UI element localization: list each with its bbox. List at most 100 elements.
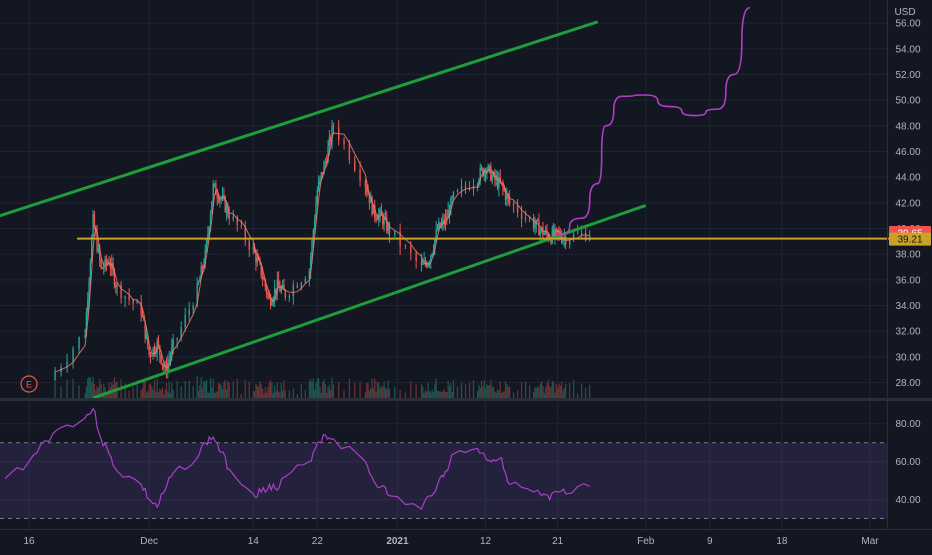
candle-body[interactable] xyxy=(480,168,483,169)
candle-body[interactable] xyxy=(261,275,264,280)
time-axis[interactable]: 16 Dec 14 22 2021 12 21 Feb 9 18 Mar xyxy=(23,536,879,547)
price-axis[interactable]: 56.00 54.00 52.00 50.00 48.00 46.00 44.00 42.00… xyxy=(889,19,931,506)
candle-body[interactable] xyxy=(180,327,182,339)
candle-body[interactable] xyxy=(551,229,553,243)
candle-body[interactable] xyxy=(479,168,481,181)
candle-body[interactable] xyxy=(153,347,156,354)
candle-body[interactable] xyxy=(167,362,169,373)
candle-body[interactable] xyxy=(91,236,93,263)
candle-body[interactable] xyxy=(267,293,269,295)
candle-body[interactable] xyxy=(284,290,287,298)
candle-body[interactable] xyxy=(490,166,492,181)
candle-body[interactable] xyxy=(446,217,448,219)
candle-body[interactable] xyxy=(113,270,116,286)
candle-body[interactable] xyxy=(211,201,213,214)
candle-body[interactable] xyxy=(476,184,479,186)
drawings[interactable]: E xyxy=(0,6,927,400)
candle-body[interactable] xyxy=(431,253,433,256)
candle-body[interactable] xyxy=(252,246,254,250)
candle-body[interactable] xyxy=(223,195,225,197)
candle-body[interactable] xyxy=(496,177,499,188)
candle-body[interactable] xyxy=(528,217,531,219)
candle-body[interactable] xyxy=(502,182,504,188)
candle-body[interactable] xyxy=(199,278,201,282)
candle-body[interactable] xyxy=(487,165,489,171)
candle-body[interactable] xyxy=(164,365,166,368)
candle-body[interactable] xyxy=(516,205,519,213)
candle-body[interactable] xyxy=(308,270,311,280)
candle-body[interactable] xyxy=(219,198,221,201)
candle-body[interactable] xyxy=(536,219,539,221)
candle-body[interactable] xyxy=(460,185,463,191)
candle-body[interactable] xyxy=(92,213,94,237)
lower-channel-line[interactable] xyxy=(92,204,647,400)
candle-body[interactable] xyxy=(120,284,122,299)
candle-body[interactable] xyxy=(172,339,174,347)
candle-body[interactable] xyxy=(319,177,321,182)
candle-body[interactable] xyxy=(196,283,198,306)
candle-body[interactable] xyxy=(512,202,515,206)
candle-body[interactable] xyxy=(207,233,209,240)
projection-path[interactable] xyxy=(557,6,751,236)
candle-body[interactable] xyxy=(163,364,165,368)
candle-body[interactable] xyxy=(368,194,371,203)
candle-body[interactable] xyxy=(140,301,142,316)
candle-body[interactable] xyxy=(315,203,317,220)
candle-body[interactable] xyxy=(380,209,383,215)
candle-body[interactable] xyxy=(498,177,500,188)
candle-body[interactable] xyxy=(435,229,437,240)
candle-body[interactable] xyxy=(213,183,216,185)
candle-body[interactable] xyxy=(495,177,497,180)
candle-body[interactable] xyxy=(280,288,282,292)
candle-body[interactable] xyxy=(205,239,208,250)
candle-body[interactable] xyxy=(383,218,385,225)
candle-body[interactable] xyxy=(236,216,238,226)
candle-body[interactable] xyxy=(321,172,324,175)
candle-body[interactable] xyxy=(296,285,299,288)
candle-body[interactable] xyxy=(387,224,389,231)
candle-body[interactable] xyxy=(415,253,417,262)
candle-body[interactable] xyxy=(168,359,170,363)
candle-body[interactable] xyxy=(420,261,423,265)
candle-body[interactable] xyxy=(244,225,246,241)
candle-body[interactable] xyxy=(313,219,316,231)
candle-body[interactable] xyxy=(488,165,491,167)
candle-body[interactable] xyxy=(524,217,527,219)
candle-body[interactable] xyxy=(448,210,451,215)
candle-body[interactable] xyxy=(192,305,194,310)
candle-body[interactable] xyxy=(348,143,351,161)
candle-body[interactable] xyxy=(432,249,435,254)
candle-body[interactable] xyxy=(88,281,90,301)
candle-body[interactable] xyxy=(556,229,559,233)
candle-body[interactable] xyxy=(550,239,552,243)
candle-body[interactable] xyxy=(328,137,331,147)
candle-body[interactable] xyxy=(143,315,145,321)
candle-body[interactable] xyxy=(96,233,98,252)
candle-body[interactable] xyxy=(434,239,436,250)
candle-body[interactable] xyxy=(311,240,313,257)
candle-body[interactable] xyxy=(85,311,88,335)
candle-body[interactable] xyxy=(300,282,303,288)
candle-body[interactable] xyxy=(422,263,424,265)
candles[interactable] xyxy=(54,119,591,382)
candle-body[interactable] xyxy=(124,296,126,299)
candle-body[interactable] xyxy=(72,348,74,362)
candle-body[interactable] xyxy=(367,191,369,195)
candle-body[interactable] xyxy=(200,266,202,279)
candle-body[interactable] xyxy=(156,340,158,353)
candle-body[interactable] xyxy=(499,177,501,183)
candle-body[interactable] xyxy=(87,300,89,312)
candle-body[interactable] xyxy=(539,230,541,236)
upper-channel-line[interactable] xyxy=(0,20,599,240)
candle-body[interactable] xyxy=(366,187,368,192)
candle-body[interactable] xyxy=(240,225,242,226)
candle-body[interactable] xyxy=(221,195,224,198)
candle-body[interactable] xyxy=(169,355,172,360)
candle-body[interactable] xyxy=(374,204,376,217)
candle-body[interactable] xyxy=(161,363,164,365)
candle-body[interactable] xyxy=(532,218,535,229)
candle-body[interactable] xyxy=(132,299,134,304)
candle-body[interactable] xyxy=(370,197,372,203)
candle-body[interactable] xyxy=(543,232,545,235)
